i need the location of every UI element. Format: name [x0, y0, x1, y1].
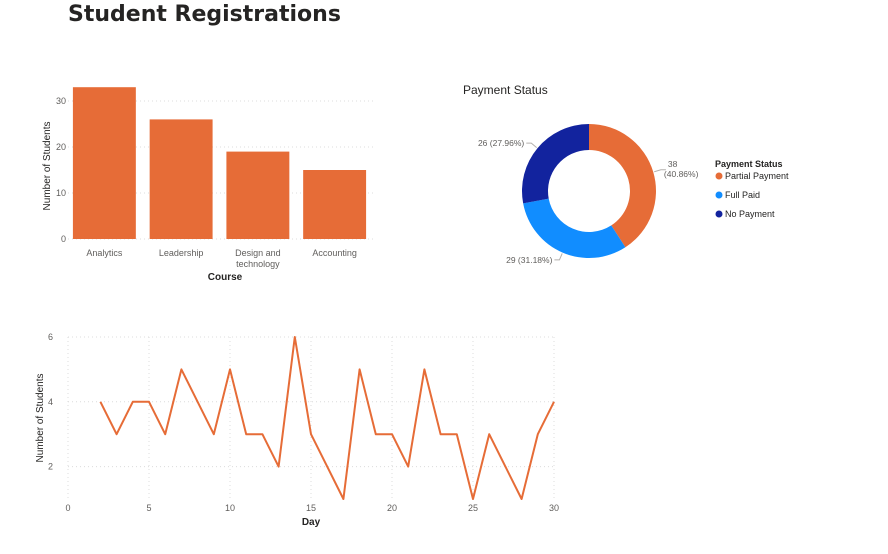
donut-legend: Partial Payment Full Paid No Payment	[715, 171, 789, 219]
bar-accounting[interactable]	[303, 170, 367, 239]
donut-legend-label[interactable]: Partial Payment	[725, 171, 789, 181]
donut-legend-marker	[715, 172, 723, 180]
donut-legend-label[interactable]: Full Paid	[725, 190, 760, 200]
line-x-axis-title: Day	[302, 517, 321, 528]
line-gridlines	[67, 336, 555, 499]
bar-y-axis-title: Number of Students	[42, 122, 53, 211]
bar-x-tick-label: Leadership	[159, 248, 204, 258]
donut-leader-line	[654, 169, 666, 173]
donut-data-label: 38 (40.86%)	[664, 159, 699, 179]
line-y-tick-label: 6	[48, 332, 53, 342]
donut-data-label: 29 (31.18%)	[506, 255, 552, 265]
bar-chart: 0 10 20 30 Analytics Leadership Design and tec…	[42, 87, 375, 283]
line-y-tick-label: 4	[48, 397, 53, 407]
line-x-tick-label: 25	[468, 503, 478, 513]
line-y-axis-title: Number of Students	[35, 374, 46, 463]
bar-y-ticks: 0 10 20 30	[56, 96, 66, 244]
bar-y-tick-label: 30	[56, 96, 66, 106]
line-x-tick-label: 0	[65, 503, 70, 513]
donut-legend-title: Payment Status	[715, 159, 783, 169]
line-y-ticks: 2 4 6	[48, 332, 53, 472]
line-x-tick-label: 10	[225, 503, 235, 513]
donut-chart-title: Payment Status	[463, 83, 548, 97]
line-chart: 2 4 6 0 5 10 15 20 25 30 Day Number of Students	[35, 332, 559, 528]
line-y-tick-label: 2	[48, 462, 53, 472]
bar-x-axis-title: Course	[208, 272, 243, 283]
bar-x-tick-label: Design and technology	[235, 248, 281, 269]
donut-legend-marker	[715, 210, 723, 218]
bar-x-tick-label: Accounting	[312, 248, 357, 258]
bar-x-tick-label: Analytics	[86, 248, 123, 258]
donut-slice-no-payment[interactable]	[522, 124, 589, 204]
bar-design-and-technology[interactable]	[226, 151, 290, 239]
donut-chart: Payment Status 38 (40.86%) 29 (31.18%) 26 (…	[463, 83, 789, 265]
bar-y-tick-label: 0	[61, 234, 66, 244]
donut-leader-line	[526, 142, 537, 148]
line-x-ticks: 0 5 10 15 20 25 30	[65, 503, 559, 513]
bar-bars	[72, 87, 367, 239]
donut-slice-full-paid[interactable]	[523, 198, 626, 258]
bar-leadership[interactable]	[149, 119, 213, 239]
line-x-tick-label: 30	[549, 503, 559, 513]
line-x-tick-label: 15	[306, 503, 316, 513]
line-x-tick-label: 5	[146, 503, 151, 513]
donut-legend-label[interactable]: No Payment	[725, 209, 775, 219]
donut-slice-partial-payment[interactable]	[589, 124, 656, 248]
donut-legend-marker	[715, 191, 723, 199]
bar-y-tick-label: 20	[56, 142, 66, 152]
bar-analytics[interactable]	[72, 87, 136, 239]
line-x-tick-label: 20	[387, 503, 397, 513]
bar-y-tick-label: 10	[56, 188, 66, 198]
donut-slices	[522, 124, 656, 258]
donut-data-labels: 38 (40.86%) 29 (31.18%) 26 (27.96%)	[478, 138, 699, 265]
donut-data-label: 26 (27.96%)	[478, 138, 524, 148]
bar-x-ticks: Analytics Leadership Design and technology A…	[86, 248, 357, 269]
page-title: Student Registrations	[68, 2, 341, 27]
donut-leader-line	[554, 253, 563, 261]
line-series-students	[99, 336, 555, 500]
